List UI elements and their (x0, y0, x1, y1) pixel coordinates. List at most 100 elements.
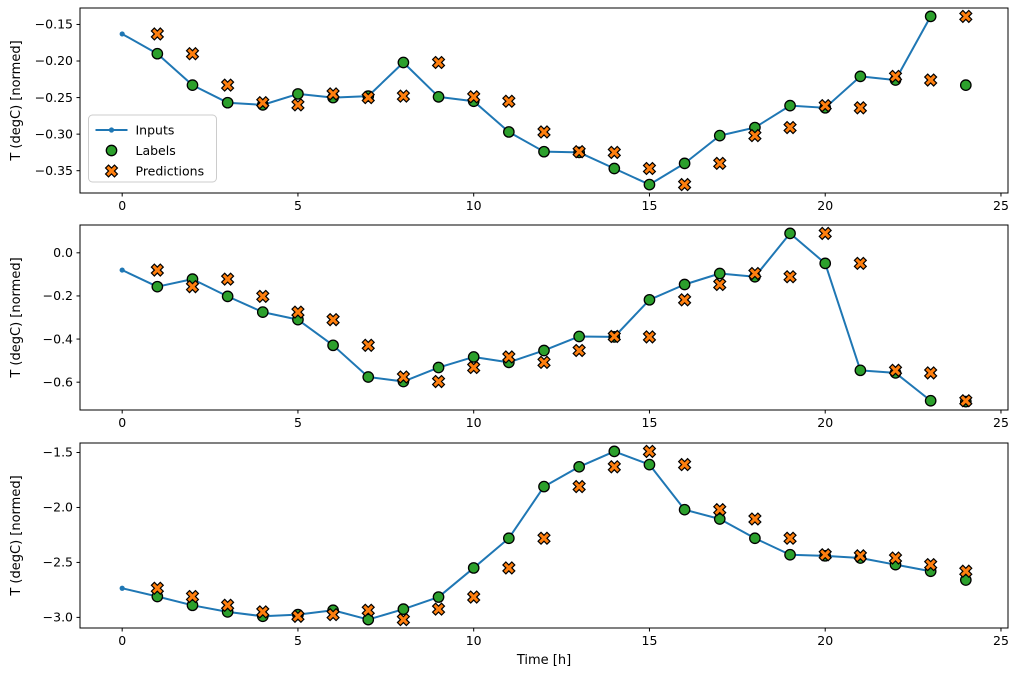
subplot-1: 0 5 10 15 20 25 −0.15 −0.20 −0.25 −0.30 −0.35 T (de… (9, 7, 1009, 213)
prediction-x-marker (291, 609, 305, 624)
label-circle-marker (151, 47, 164, 60)
prediction-x-marker (677, 293, 692, 307)
prediction-x-marker (396, 370, 411, 384)
y-tick-label: −0.35 (35, 163, 73, 178)
prediction-x-marker (185, 589, 200, 604)
prediction-x-marker (572, 144, 586, 159)
legend-line-dot-icon (108, 127, 115, 133)
prediction-x-marker (326, 87, 340, 101)
label-circle-marker (502, 532, 515, 545)
label-circle-marker (854, 364, 867, 377)
label-circle-marker (538, 480, 550, 493)
label-circle-marker (678, 503, 691, 516)
x-axis: 0 5 10 15 20 25 (118, 410, 1009, 430)
y-tick-label: −0.2 (43, 288, 73, 303)
prediction-x-marker (712, 156, 727, 171)
labels-series (151, 445, 972, 626)
inputs-series (119, 230, 934, 404)
label-circle-marker (643, 178, 656, 191)
label-circle-marker (221, 96, 234, 109)
prediction-x-marker (431, 55, 446, 70)
prediction-x-marker (888, 551, 903, 565)
x-axis-title: Time [h] (516, 653, 571, 668)
label-circle-marker (713, 267, 726, 280)
label-circle-marker (362, 371, 375, 383)
prediction-x-marker (361, 338, 376, 353)
label-circle-marker (397, 603, 410, 615)
label-circle-marker (749, 532, 761, 545)
prediction-x-marker (150, 27, 165, 41)
prediction-x-marker (150, 263, 165, 277)
prediction-x-marker (888, 69, 903, 84)
label-circle-marker (432, 591, 445, 603)
prediction-x-marker (783, 531, 797, 546)
prediction-x-marker (853, 101, 868, 115)
label-circle-marker (784, 99, 796, 112)
x-tick-label: 0 (118, 415, 126, 430)
prediction-x-marker (291, 98, 305, 112)
prediction-x-marker (150, 581, 165, 596)
prediction-x-marker (466, 90, 481, 104)
prediction-x-marker (959, 564, 973, 579)
prediction-x-marker (572, 343, 586, 358)
prediction-x-marker (255, 95, 270, 110)
label-circle-marker (221, 290, 234, 303)
y-axis: 0.0 −0.2 −0.4 −0.6 (43, 245, 80, 389)
label-circle-marker (608, 162, 621, 175)
prediction-x-marker (502, 350, 516, 364)
y-tick-label: −1.5 (43, 445, 73, 460)
x-tick-label: 0 (118, 198, 126, 213)
prediction-x-marker (326, 607, 340, 622)
x-axis: 0 5 10 15 20 25 (118, 628, 1009, 648)
label-circle-marker (256, 306, 269, 318)
y-tick-label: −0.25 (35, 90, 73, 105)
prediction-x-marker (466, 360, 481, 375)
label-circle-marker (397, 56, 410, 69)
predictions-series (150, 9, 973, 192)
prediction-x-marker (502, 561, 516, 575)
prediction-x-marker (537, 355, 551, 370)
prediction-x-marker (607, 145, 622, 160)
y-tick-label: 0.0 (53, 245, 73, 260)
legend-label: Predictions (136, 163, 205, 178)
prediction-x-marker (818, 98, 833, 113)
axes-frame (79, 224, 1009, 411)
x-tick-label: 20 (817, 633, 833, 648)
labels-series (151, 227, 972, 408)
x-tick-label: 15 (642, 633, 658, 648)
x-tick-label: 20 (817, 198, 833, 213)
prediction-x-marker (572, 479, 586, 494)
axes-frame (79, 7, 1009, 194)
x-tick-label: 15 (642, 198, 658, 213)
label-circle-marker (924, 10, 937, 23)
label-circle-marker (538, 344, 550, 357)
label-circle-marker (573, 460, 586, 473)
input-dot-marker (119, 585, 125, 591)
label-circle-marker (784, 227, 796, 240)
y-tick-label: −3.0 (43, 610, 73, 625)
subplot-2: 0 5 10 15 20 25 0.0 −0.2 −0.4 −0.6 T (degC) [norme… (9, 224, 1009, 430)
prediction-x-marker (607, 460, 622, 474)
y-tick-label: −2.0 (43, 500, 73, 515)
inputs-line (121, 15, 932, 186)
label-circle-marker (362, 613, 375, 626)
prediction-x-marker (642, 161, 657, 176)
label-circle-marker (186, 79, 199, 91)
x-tick-label: 10 (466, 633, 482, 648)
prediction-x-marker (502, 94, 516, 109)
inputs-line (121, 450, 931, 621)
x-tick-label: 20 (817, 415, 833, 430)
prediction-x-marker (783, 269, 797, 284)
label-circle-marker (151, 280, 164, 293)
prediction-x-marker (361, 603, 376, 618)
prediction-x-marker (431, 602, 446, 616)
x-tick-label: 25 (993, 198, 1009, 213)
label-circle-marker (959, 79, 972, 91)
prediction-x-marker (923, 557, 938, 572)
inputs-series (119, 13, 934, 188)
x-axis: 0 5 10 15 20 25 (118, 193, 1009, 213)
label-circle-marker (854, 70, 867, 83)
legend-label: Inputs (136, 122, 175, 137)
